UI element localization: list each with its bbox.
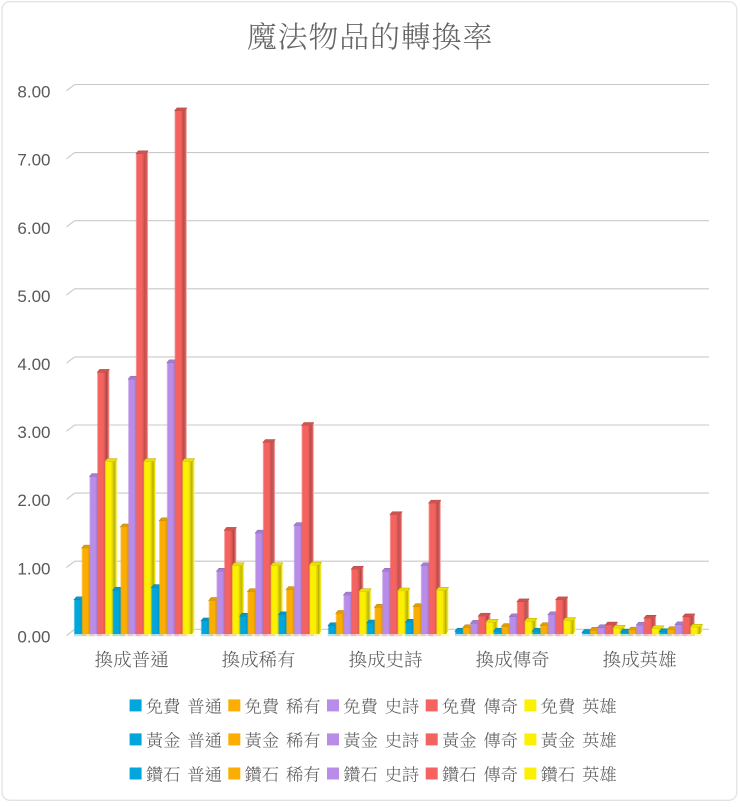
svg-text:4.00: 4.00 — [17, 355, 50, 374]
svg-text:3.00: 3.00 — [17, 423, 50, 442]
svg-text:1.00: 1.00 — [17, 559, 50, 578]
svg-text:7.00: 7.00 — [17, 151, 50, 170]
svg-text:0.00: 0.00 — [17, 627, 50, 646]
svg-text:8.00: 8.00 — [17, 83, 50, 102]
svg-text:6.00: 6.00 — [17, 219, 50, 238]
svg-text:2.00: 2.00 — [17, 491, 50, 510]
svg-text:5.00: 5.00 — [17, 287, 50, 306]
